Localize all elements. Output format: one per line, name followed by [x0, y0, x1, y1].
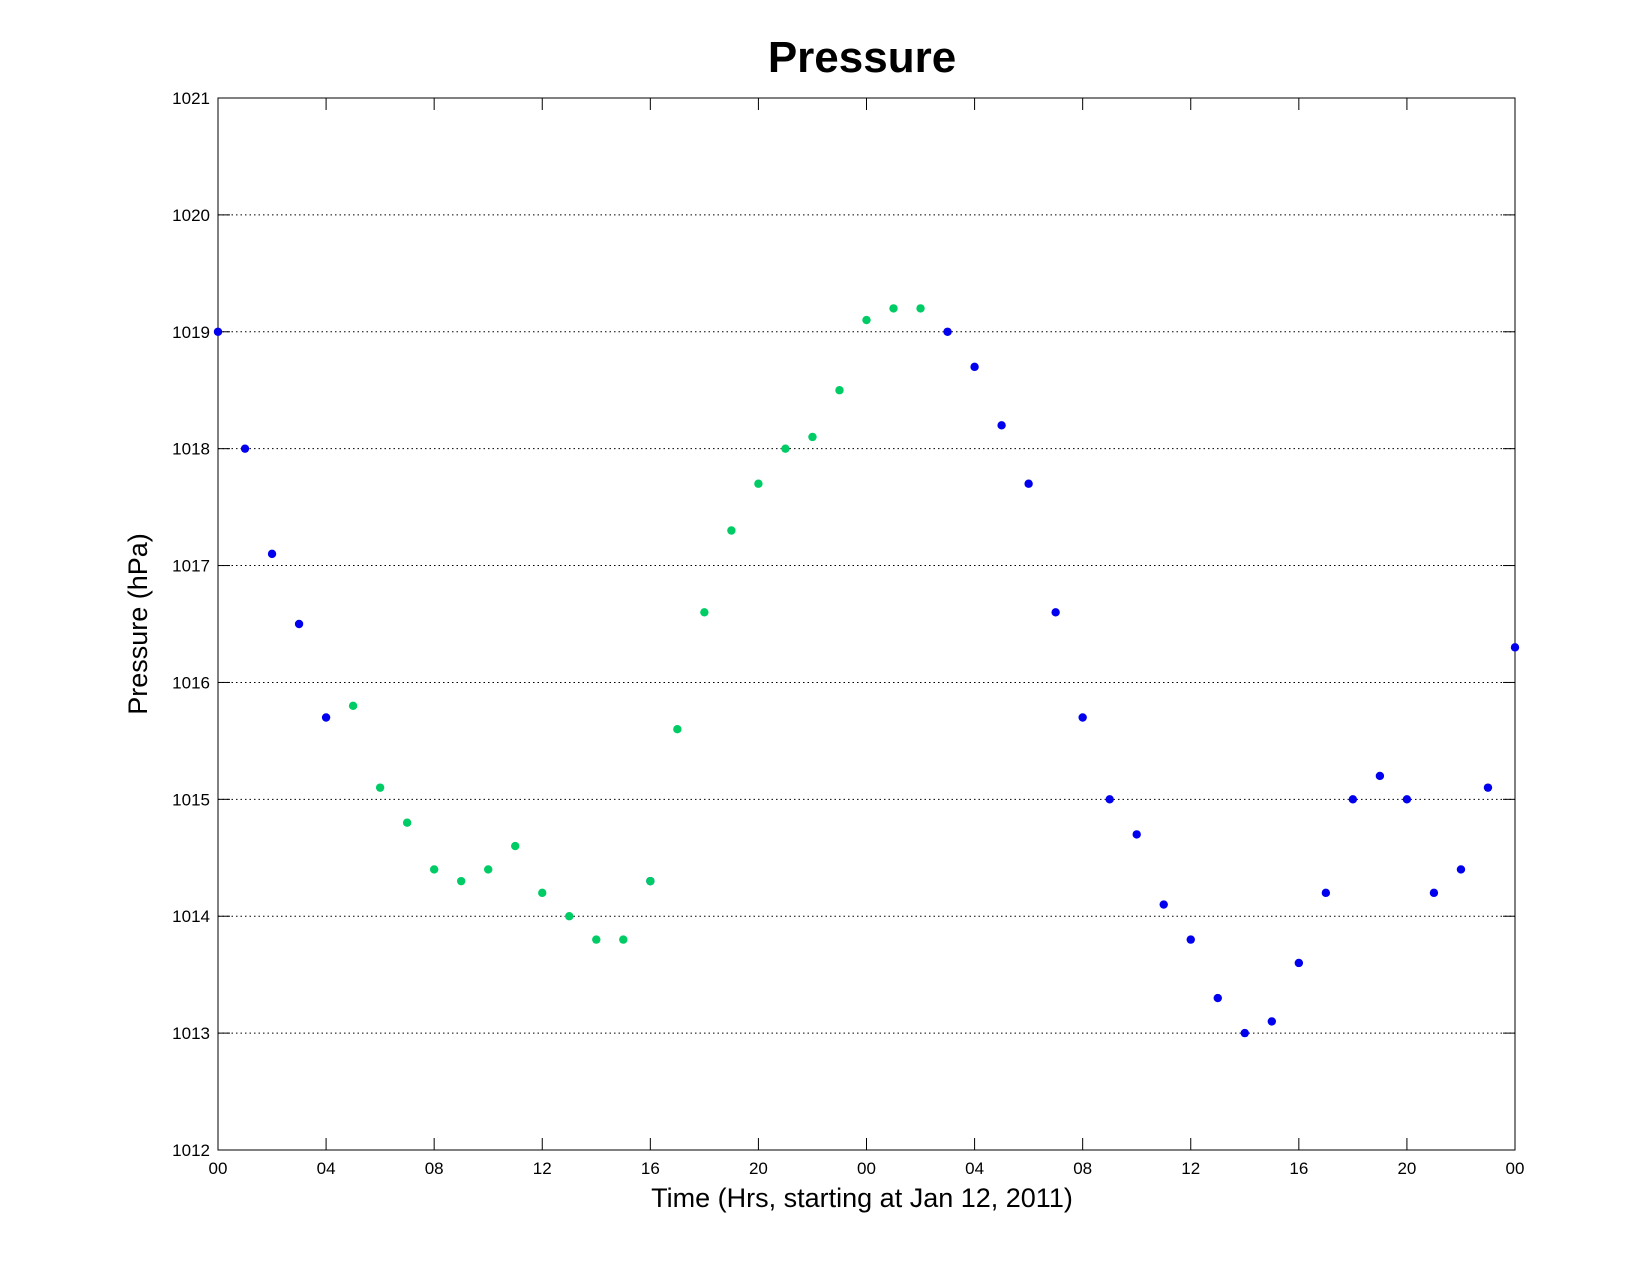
data-point-series-1: [240, 444, 250, 453]
y-tick-label: 1016: [172, 673, 210, 692]
x-tick-label: 08: [425, 1159, 444, 1178]
y-tick-label: 1013: [172, 1024, 210, 1043]
data-point-series-1: [1294, 958, 1304, 968]
data-point-series-1: [1456, 865, 1466, 874]
data-point-series-2: [375, 783, 385, 792]
data-point-series-1: [1348, 795, 1358, 804]
data-point-series-1: [1024, 479, 1033, 488]
data-point-series-2: [754, 479, 763, 488]
data-point-series-2: [456, 876, 466, 886]
x-tick-label: 00: [1506, 1159, 1525, 1178]
data-point-series-2: [781, 444, 790, 453]
data-point-series-2: [592, 935, 601, 944]
data-point-series-1: [1105, 795, 1114, 804]
data-point-series-2: [835, 386, 844, 395]
data-point-series-2: [646, 876, 655, 886]
data-point-series-2: [565, 912, 574, 921]
y-tick-label: 1018: [172, 440, 210, 459]
data-point-series-2: [619, 935, 628, 944]
data-point-series-2: [808, 432, 817, 442]
data-point-series-1: [1321, 888, 1331, 898]
data-point-series-1: [1186, 935, 1195, 944]
data-point-series-2: [484, 865, 493, 874]
x-axis-tick-labels: 00 04 08 12 16 20 00 04 08 12 16 20 00: [209, 1159, 1525, 1178]
y-tick-label: 1020: [172, 206, 210, 225]
data-point-series-1: [1402, 795, 1412, 804]
x-tick-label: 08: [1073, 1159, 1092, 1178]
axis-ticks: [217, 97, 1516, 1151]
data-point-series-1: [970, 362, 979, 372]
data-point-series-1: [1078, 713, 1087, 722]
data-point-series-1: [1240, 1028, 1249, 1038]
x-tick-label: 20: [749, 1159, 768, 1178]
data-point-series-2: [862, 315, 871, 325]
x-tick-label: 04: [965, 1159, 984, 1178]
x-tick-label: 16: [641, 1159, 660, 1178]
data-point-series-2: [916, 304, 925, 313]
data-point-series-2: [348, 701, 358, 711]
y-axis-tick-labels: 1012 1013 1014 1015 1016 1017 1018 1019 1020 1021: [172, 89, 210, 1160]
y-tick-label: 1017: [172, 557, 210, 576]
data-point-series-1: [294, 619, 304, 629]
data-point-series-1: [1159, 900, 1168, 909]
data-point-series-1: [1510, 643, 1520, 652]
x-tick-label: 20: [1397, 1159, 1416, 1178]
data-point-series-1: [1483, 783, 1493, 792]
data-point-series-1: [213, 327, 223, 336]
x-tick-label: 00: [857, 1159, 876, 1178]
data-points: [213, 304, 1520, 1038]
y-tick-label: 1015: [172, 790, 210, 809]
data-point-series-2: [511, 841, 520, 851]
y-tick-label: 1012: [172, 1141, 210, 1160]
x-tick-label: 12: [1181, 1159, 1200, 1178]
chart-title: Pressure: [768, 33, 956, 82]
data-point-series-1: [997, 421, 1006, 430]
y-tick-label: 1021: [172, 89, 210, 108]
x-tick-label: 04: [317, 1159, 336, 1178]
gridlines: [218, 214, 1515, 1034]
data-point-series-1: [267, 549, 277, 559]
data-point-series-1: [1429, 888, 1439, 898]
data-point-series-2: [402, 818, 412, 827]
data-point-series-1: [1375, 771, 1385, 781]
data-point-series-2: [727, 526, 736, 535]
data-point-series-2: [673, 725, 682, 734]
x-axis-label: Time (Hrs, starting at Jan 12, 2011): [651, 1183, 1073, 1213]
data-point-series-1: [1132, 830, 1141, 839]
data-point-series-1: [1213, 993, 1222, 1003]
y-tick-label: 1014: [172, 907, 210, 926]
x-tick-label: 00: [209, 1159, 228, 1178]
x-tick-label: 12: [533, 1159, 552, 1178]
data-point-series-1: [1051, 608, 1060, 617]
data-point-series-2: [538, 888, 547, 898]
y-tick-label: 1019: [172, 323, 210, 342]
y-axis-label: Pressure (hPa): [123, 533, 153, 715]
data-point-series-2: [429, 865, 439, 874]
data-point-series-2: [700, 608, 709, 617]
data-point-series-1: [1267, 1017, 1277, 1026]
data-point-series-1: [943, 327, 952, 336]
data-point-series-1: [321, 713, 331, 722]
x-tick-label: 16: [1289, 1159, 1308, 1178]
data-point-series-2: [889, 304, 898, 313]
